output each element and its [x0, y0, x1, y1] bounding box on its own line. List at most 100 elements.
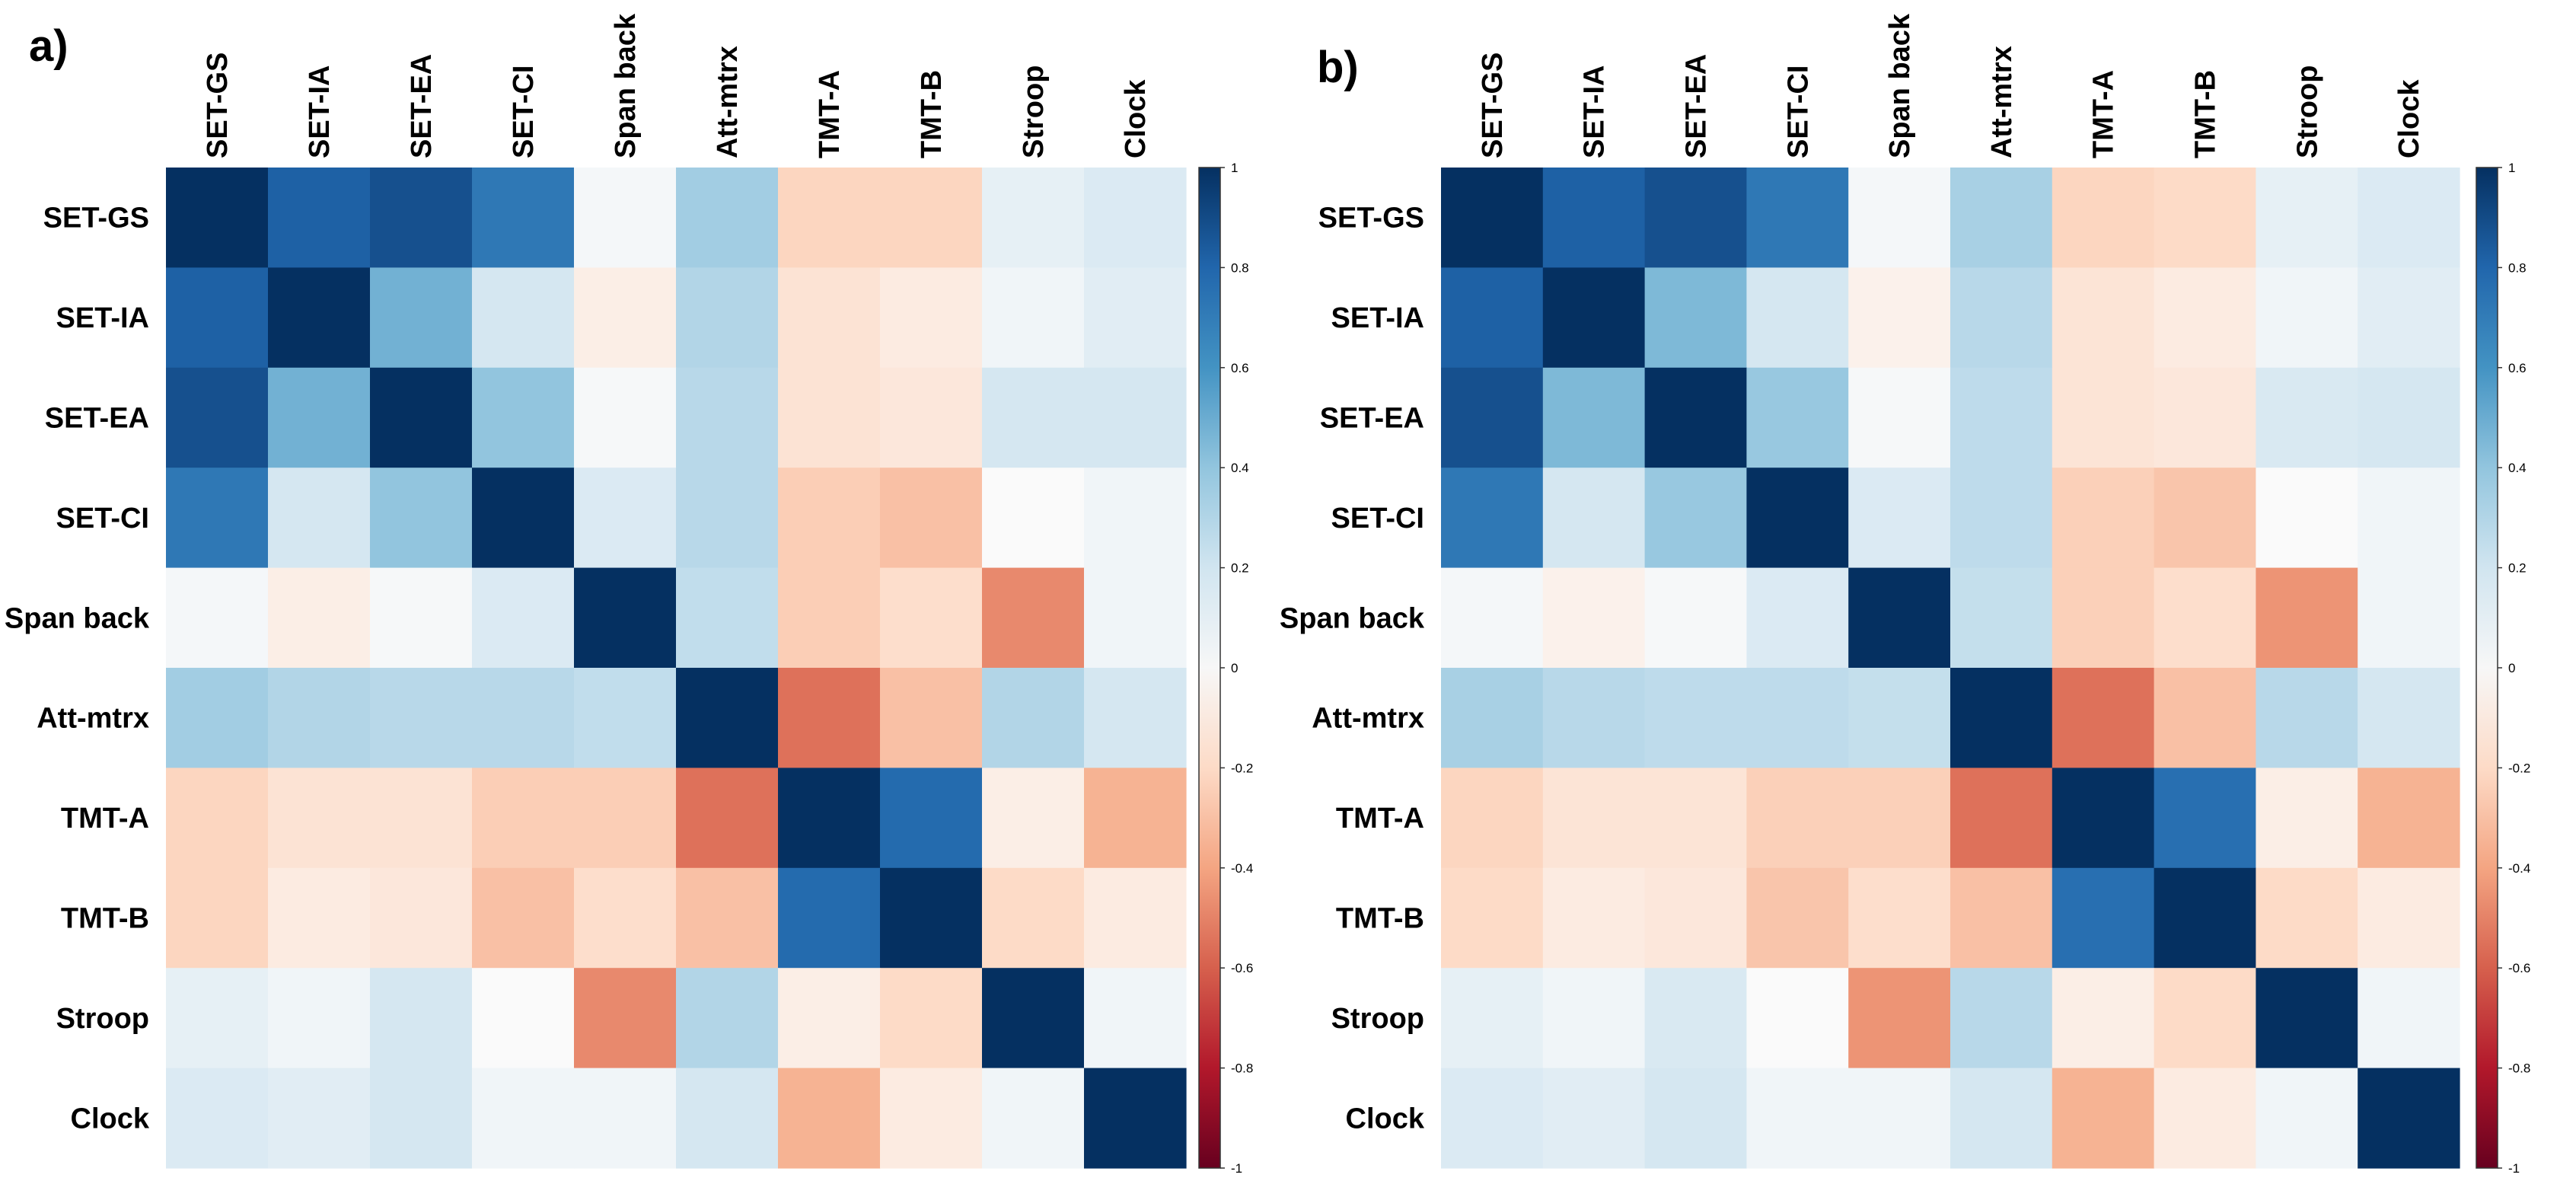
- heatmap-cell: [982, 567, 1085, 669]
- heatmap-cell: [1644, 567, 1747, 669]
- column-labels-a: SET-GS SET-IA SET-EA SET-CI Span back Att-mtr…: [202, 13, 1152, 158]
- heatmap-cell: [778, 468, 881, 569]
- row-label: TMT-B: [61, 903, 149, 935]
- heatmap-cell: [472, 867, 575, 969]
- heatmap-cell: [574, 867, 677, 969]
- heatmap-cell: [2358, 867, 2460, 969]
- heatmap-panel-b: b) SET-GS SET-IA SET-EA SET-CI Span back Att-…: [1280, 13, 2530, 1176]
- row-label: SET-EA: [1320, 403, 1424, 435]
- colorbar-b: 1 0.8 0.6 0.4 0.2 0 -0.2 -0.4 -0.6 -0.8 -1: [2476, 161, 2530, 1176]
- heatmap-cell: [2256, 1068, 2358, 1169]
- heatmap-cell: [880, 867, 983, 969]
- heatmap-cell: [880, 267, 983, 369]
- heatmap-cell: [1950, 1068, 2053, 1169]
- heatmap-cell: [982, 367, 1085, 468]
- heatmap-cell: [1441, 867, 1544, 969]
- heatmap-cell: [778, 567, 881, 669]
- heatmap-cell: [1848, 367, 1951, 468]
- heatmap-cell: [166, 468, 269, 569]
- heatmap-cell: [1542, 567, 1646, 669]
- colorbar-tick-label: -0.6: [1231, 961, 1253, 975]
- colorbar-ticks-a: 1 0.8 0.6 0.4 0.2 0 -0.2 -0.4 -0.6 -0.8 -1: [1220, 161, 1253, 1176]
- heatmap-cells-a: [166, 168, 1187, 1169]
- heatmap-cell: [2358, 168, 2460, 268]
- heatmap-cell: [1441, 768, 1544, 869]
- colorbar-tick-label: 0: [2508, 661, 2515, 675]
- heatmap-cell: [370, 468, 473, 569]
- column-label: Stroop: [2291, 65, 2323, 158]
- heatmap-cell: [574, 768, 677, 869]
- heatmap-cell: [982, 267, 1085, 369]
- colorbar-tick-label: -1: [2508, 1161, 2520, 1176]
- heatmap-cell: [1950, 567, 2053, 669]
- heatmap-cell: [2256, 367, 2358, 468]
- heatmap-cell: [2256, 668, 2358, 768]
- column-label: SET-GS: [1477, 53, 1509, 158]
- heatmap-cell: [1084, 567, 1187, 669]
- heatmap-cell: [472, 668, 575, 768]
- heatmap-cell: [2358, 567, 2460, 669]
- heatmap-cell: [1644, 168, 1747, 268]
- heatmap-cell: [1848, 567, 1951, 669]
- heatmap-cell: [778, 668, 881, 768]
- heatmap-cell: [2154, 768, 2256, 869]
- colorbar-tick-label: 0.6: [1231, 361, 1249, 375]
- heatmap-cell: [2358, 668, 2460, 768]
- heatmap-cell: [166, 1068, 269, 1169]
- colorbar-tick-label: 1: [1231, 161, 1238, 175]
- row-label: TMT-B: [1336, 903, 1424, 935]
- heatmap-cell: [472, 367, 575, 468]
- heatmap-cell: [370, 668, 473, 768]
- column-label: SET-CI: [1782, 65, 1814, 158]
- colorbar-ticks-b: 1 0.8 0.6 0.4 0.2 0 -0.2 -0.4 -0.6 -0.8 -1: [2498, 161, 2530, 1176]
- colorbar-tick-label: 0.8: [2508, 260, 2527, 275]
- heatmap-cell: [1950, 968, 2053, 1069]
- heatmap-cell: [1084, 968, 1187, 1069]
- heatmap-cell: [166, 367, 269, 468]
- row-label: SET-CI: [1331, 503, 1424, 535]
- heatmap-cell: [2154, 668, 2256, 768]
- heatmap-cell: [2154, 867, 2256, 969]
- heatmap-cell: [1746, 567, 1849, 669]
- heatmap-cell: [1441, 367, 1544, 468]
- heatmap-cell: [268, 1068, 371, 1169]
- heatmap-cell: [268, 468, 371, 569]
- heatmap-cell: [1542, 867, 1646, 969]
- row-label: Att-mtrx: [1312, 703, 1424, 735]
- heatmap-cell: [574, 668, 677, 768]
- heatmap-cell: [2154, 567, 2256, 669]
- heatmap-cell: [1644, 1068, 1747, 1169]
- heatmap-cell: [472, 968, 575, 1069]
- heatmap-cell: [2358, 267, 2460, 369]
- colorbar-tick-label: 0.2: [2508, 561, 2527, 576]
- heatmap-cell: [982, 867, 1085, 969]
- heatmap-cell: [778, 968, 881, 1069]
- heatmap-cell: [1848, 668, 1951, 768]
- heatmap-cell: [1848, 468, 1951, 569]
- heatmap-cell: [2154, 468, 2256, 569]
- heatmap-cell: [1848, 768, 1951, 869]
- heatmap-cell: [1542, 367, 1646, 468]
- heatmap-cell: [1746, 468, 1849, 569]
- heatmap-cell: [2052, 1068, 2155, 1169]
- heatmap-cell: [1950, 768, 2053, 869]
- heatmap-cell: [1950, 668, 2053, 768]
- colorbar-tick-label: 0.8: [1231, 260, 1249, 275]
- heatmap-cell: [1441, 168, 1544, 268]
- heatmap-cell: [1084, 1068, 1187, 1169]
- column-label: SET-IA: [304, 65, 336, 158]
- column-label: Stroop: [1018, 65, 1050, 158]
- heatmap-cell: [268, 567, 371, 669]
- row-label: Att-mtrx: [37, 703, 149, 735]
- heatmap-cell: [778, 168, 881, 268]
- heatmap-cell: [1542, 267, 1646, 369]
- column-label: Att-mtrx: [712, 46, 744, 158]
- heatmap-cell: [1950, 867, 2053, 969]
- heatmap-cell: [676, 668, 779, 768]
- heatmap-cell: [574, 567, 677, 669]
- heatmap-cell: [676, 1068, 779, 1169]
- heatmap-cell: [370, 567, 473, 669]
- colorbar-tick-label: -0.8: [2508, 1061, 2530, 1076]
- heatmap-cell: [676, 567, 779, 669]
